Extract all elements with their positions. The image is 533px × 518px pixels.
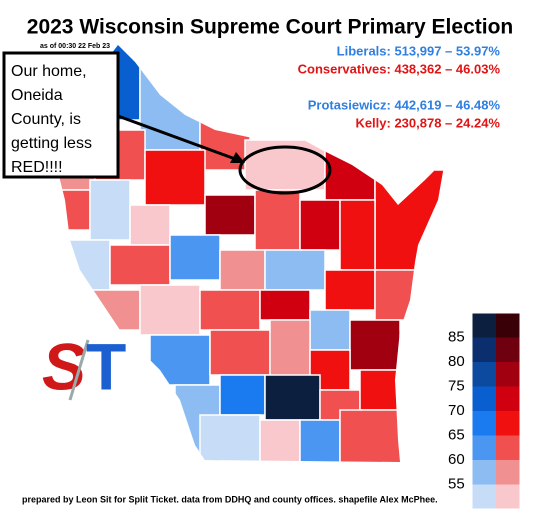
timestamp: as of 00:30 22 Feb 23 [40, 43, 110, 50]
result: Liberals: 513,997 – 53.97% [337, 43, 501, 58]
footer: prepared by Leon Sit for Split Ticket. d… [22, 494, 438, 504]
legend: 85 80 75 70 65 60 55 [448, 312, 521, 510]
legend-label: 60 [448, 451, 465, 468]
result: Conservatives: 438,362 – 46.03% [298, 61, 501, 76]
results: Liberals: 513,997 – 53.97% Conservatives:… [298, 43, 501, 130]
legend-swatch-blue [472, 386, 496, 411]
legend-swatch-blue [472, 313, 496, 338]
annotation-box [2, 51, 120, 179]
legend-swatch-red [496, 460, 520, 485]
legend-swatch-blue [472, 411, 496, 436]
legend-swatch-blue [472, 337, 496, 362]
title: 2023 Wisconsin Supreme Court Primary Ele… [27, 16, 513, 39]
annotation-line: County, is [11, 111, 81, 128]
result: Protasiewicz: 442,619 – 46.48% [308, 97, 501, 112]
legend-swatch-blue [472, 435, 496, 460]
legend-label: 65 [448, 426, 465, 443]
annotation-line: getting less [11, 135, 92, 152]
result: Kelly: 230,878 – 24.24% [355, 115, 500, 130]
legend-label: 85 [448, 328, 465, 345]
legend-swatch-red [496, 386, 520, 411]
arrow [117, 114, 239, 162]
legend-swatch-blue [472, 460, 496, 485]
annotation-line: RED!!!! [11, 159, 63, 176]
legend-frame [471, 312, 521, 510]
legend-label: 80 [448, 353, 465, 370]
legend-swatch-red [496, 435, 520, 460]
legend-swatch-blue [472, 484, 496, 509]
logo-slash [68, 339, 90, 401]
annotation-line: Our home, [11, 63, 87, 80]
legend-swatch-red [496, 337, 520, 362]
legend-label: 70 [448, 402, 465, 419]
annotation-line: Oneida [11, 87, 63, 104]
legend-label: 75 [448, 377, 465, 394]
legend-label: 55 [448, 475, 465, 492]
legend-swatch-red [496, 313, 520, 338]
legend-swatch-blue [472, 362, 496, 387]
legend-swatch-red [496, 362, 520, 387]
legend-swatch-red [496, 484, 520, 509]
legend-swatch-red [496, 411, 520, 436]
highlight-circle [238, 145, 332, 195]
arrow-head [230, 152, 245, 163]
annotation: Our home, Oneida County, is getting less RED… [11, 63, 92, 176]
logo-t: T [86, 329, 126, 403]
